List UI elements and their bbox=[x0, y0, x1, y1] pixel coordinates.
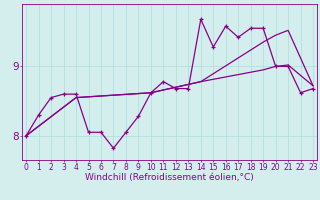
X-axis label: Windchill (Refroidissement éolien,°C): Windchill (Refroidissement éolien,°C) bbox=[85, 173, 254, 182]
